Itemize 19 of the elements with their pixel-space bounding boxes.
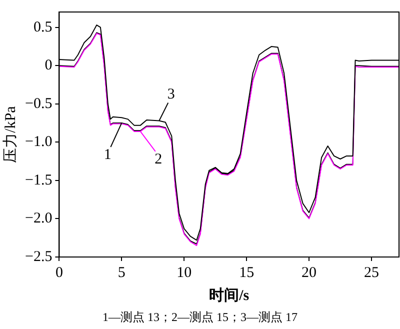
y-tick-label: −2.0	[24, 210, 52, 227]
x-tick-label: 25	[364, 264, 380, 281]
y-tick-label: 0	[44, 58, 52, 74]
y-tick-label: −1.5	[24, 172, 52, 188]
x-axis-title: 时间/s	[209, 286, 250, 304]
x-tick-label: 20	[302, 264, 317, 281]
x-tick-label: 10	[176, 264, 192, 281]
x-tick-label: 5	[118, 264, 126, 281]
y-tick-label: −1.0	[24, 134, 52, 150]
x-tick-label: 15	[239, 264, 254, 281]
y-axis-title: 压力/kPa	[2, 106, 19, 163]
text: 1—测点 13；2—测点 15；3—测点 17	[102, 310, 298, 324]
y-tick-label: 0.5	[33, 19, 52, 36]
legend-label: 2	[154, 151, 162, 168]
x-tick-label: 0	[55, 264, 63, 281]
legend-label: 1	[104, 146, 112, 163]
series-label: 3	[167, 86, 175, 103]
y-tick-label: −2.5	[24, 248, 52, 265]
y-tick-label: −0.5	[24, 96, 52, 112]
